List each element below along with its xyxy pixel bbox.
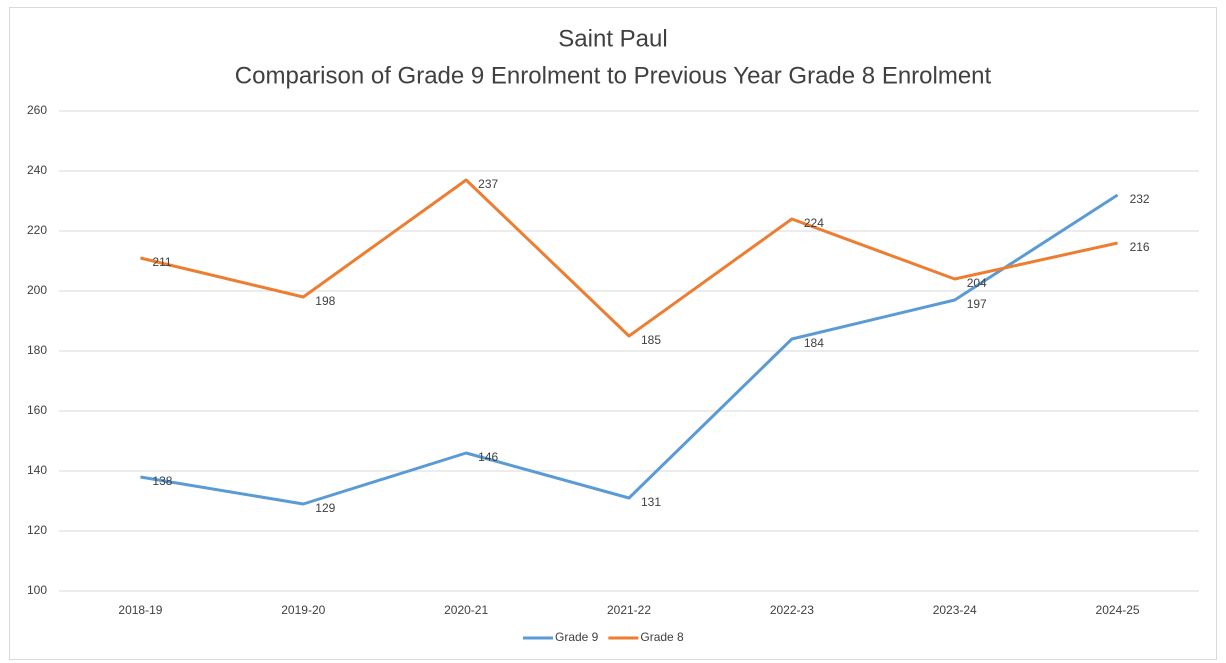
data-label: 197 xyxy=(967,297,987,311)
chart-title: Saint Paul xyxy=(558,25,667,52)
x-tick-label: 2024-25 xyxy=(1096,603,1140,617)
chart-subtitle: Comparison of Grade 9 Enrolment to Previ… xyxy=(235,62,992,89)
data-label: 185 xyxy=(641,333,661,347)
x-tick-label: 2021-22 xyxy=(607,603,651,617)
chart-border xyxy=(9,7,1217,660)
data-label: 211 xyxy=(152,255,171,269)
y-tick-label: 220 xyxy=(27,223,47,237)
data-label: 129 xyxy=(315,501,335,515)
x-tick-label: 2020-21 xyxy=(444,603,488,617)
y-tick-label: 160 xyxy=(27,403,47,417)
y-tick-label: 260 xyxy=(27,103,47,117)
legend-label: Grade 8 xyxy=(640,630,684,644)
data-label: 184 xyxy=(804,336,824,350)
legend-label: Grade 9 xyxy=(555,630,599,644)
x-tick-label: 2022-23 xyxy=(770,603,814,617)
x-tick-label: 2018-19 xyxy=(118,603,162,617)
data-label: 224 xyxy=(804,216,824,230)
data-label: 216 xyxy=(1130,240,1150,254)
series-line xyxy=(140,178,1118,338)
y-tick-label: 240 xyxy=(27,163,47,177)
x-tick-label: 2019-20 xyxy=(281,603,325,617)
x-tick-label: 2023-24 xyxy=(933,603,977,617)
series-line xyxy=(140,193,1119,506)
data-label: 237 xyxy=(478,177,498,191)
data-label: 198 xyxy=(315,294,335,308)
data-label: 138 xyxy=(152,474,172,488)
data-label: 146 xyxy=(478,450,498,464)
y-tick-label: 100 xyxy=(27,583,47,597)
data-label: 232 xyxy=(1130,192,1150,206)
y-tick-label: 120 xyxy=(27,523,47,537)
data-label: 204 xyxy=(967,276,987,290)
data-label: 131 xyxy=(641,495,661,509)
y-tick-label: 180 xyxy=(27,343,47,357)
y-tick-label: 140 xyxy=(27,463,47,477)
y-tick-label: 200 xyxy=(27,283,47,297)
